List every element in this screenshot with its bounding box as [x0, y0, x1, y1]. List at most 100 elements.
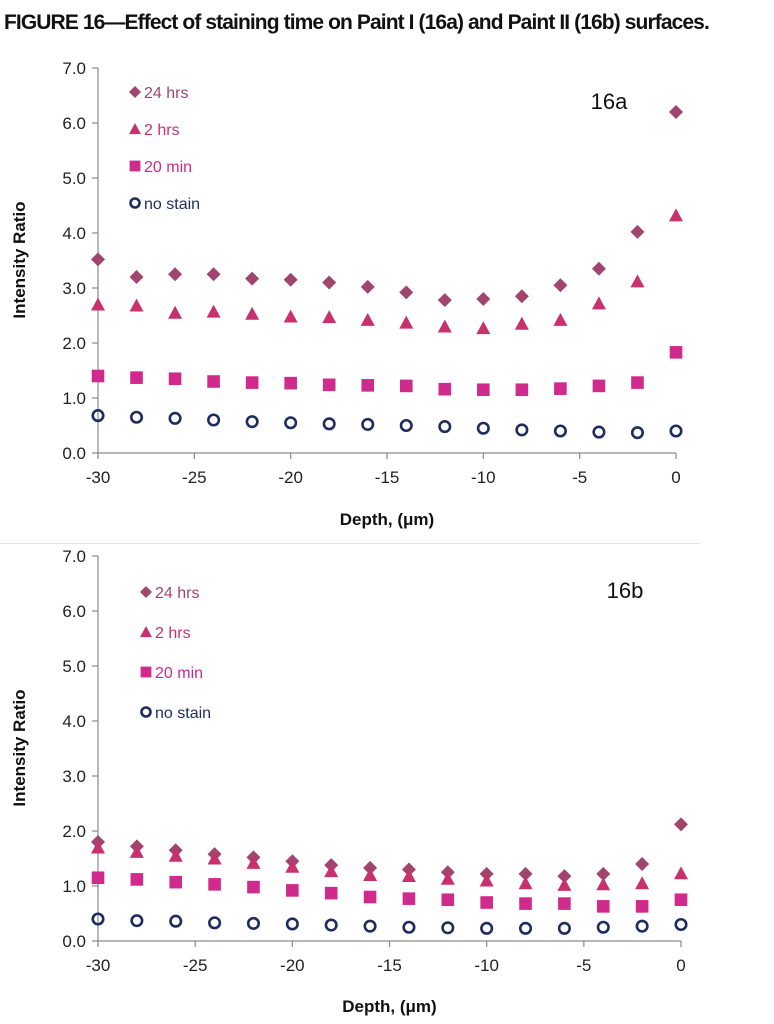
data-point-24-hrs [91, 252, 105, 267]
data-point-no-stain [480, 921, 494, 935]
data-point-20-min [596, 900, 610, 913]
series-20-min [91, 346, 683, 397]
x-tick-label: -20 [280, 956, 305, 975]
data-point-no-stain [207, 413, 221, 427]
data-point-no-stain [438, 420, 452, 434]
data-point-no-stain [361, 417, 375, 431]
data-point-24-hrs [514, 289, 529, 304]
data-point-24-hrs [553, 278, 568, 293]
data-point-2-hrs [324, 864, 339, 878]
data-point-2-hrs [283, 309, 298, 323]
data-point-20-min [477, 383, 490, 397]
data-point-no-stain [399, 418, 413, 433]
data-point-2-hrs [285, 859, 300, 873]
data-point-20-min [91, 369, 105, 383]
legend-label-no-stain: no stain [144, 196, 200, 213]
x-tick-label: -25 [183, 956, 208, 975]
data-point-20-min [592, 379, 606, 393]
data-point-24-hrs [476, 292, 491, 306]
data-point-no-stain [557, 921, 571, 935]
data-point-no-stain [169, 914, 183, 928]
y-tick-label: 2.0 [62, 334, 86, 353]
data-point-2-hrs [514, 316, 529, 330]
panel-divider [0, 543, 700, 544]
data-point-no-stain [208, 916, 222, 930]
data-point-no-stain [285, 917, 299, 931]
data-point-24-hrs [245, 271, 260, 286]
data-point-20-min [519, 897, 532, 910]
x-tick-label: -10 [474, 956, 499, 975]
data-point-20-min [402, 892, 416, 905]
data-point-20-min [247, 880, 260, 894]
data-point-2-hrs [557, 877, 572, 891]
data-point-no-stain [592, 425, 606, 439]
data-point-2-hrs [674, 866, 688, 880]
legend-marker-2-hrs [140, 626, 152, 638]
data-point-2-hrs [206, 304, 221, 318]
data-point-20-min [322, 378, 336, 392]
data-point-24-hrs [129, 270, 144, 284]
data-point-no-stain [284, 416, 298, 430]
data-point-no-stain [630, 426, 645, 440]
panel-label: 16a [591, 89, 628, 114]
y-tick-label: 4.0 [62, 224, 86, 243]
data-point-20-min [635, 900, 649, 913]
data-point-24-hrs [168, 267, 183, 282]
legend-marker-20-min [140, 666, 152, 678]
x-tick-label: 0 [676, 956, 685, 975]
data-point-2-hrs [399, 315, 414, 329]
series-no-stain [91, 912, 688, 935]
panel-label: 16b [607, 578, 644, 603]
series-24-hrs [91, 817, 688, 884]
data-point-2-hrs [476, 321, 491, 335]
y-axis-label: Intensity Ratio [10, 201, 29, 318]
data-point-no-stain [669, 424, 683, 438]
series-2-hrs [91, 840, 688, 891]
y-tick-label: 3.0 [62, 767, 86, 786]
series-20-min [91, 871, 688, 913]
data-point-24-hrs [360, 279, 375, 294]
data-point-no-stain [476, 421, 490, 435]
data-point-no-stain [402, 920, 416, 934]
data-point-no-stain [515, 423, 529, 437]
data-point-no-stain [674, 917, 688, 932]
data-point-no-stain [245, 415, 259, 429]
legend: 24 hrs 2 hrs 20 min no stain [129, 85, 200, 213]
data-point-no-stain [130, 914, 144, 928]
data-point-2-hrs [360, 312, 375, 326]
data-point-2-hrs [91, 840, 105, 854]
data-point-20-min [515, 383, 529, 397]
data-point-2-hrs [553, 312, 568, 326]
data-point-no-stain [553, 424, 567, 438]
data-point-20-min [91, 871, 105, 885]
data-point-24-hrs [630, 224, 645, 239]
legend-label-20-min: 20 min [155, 665, 203, 682]
data-point-no-stain [441, 921, 455, 935]
data-point-no-stain [168, 411, 182, 425]
x-tick-label: -15 [375, 468, 400, 487]
y-tick-label: 3.0 [62, 279, 86, 298]
data-point-24-hrs [557, 869, 572, 884]
data-point-2-hrs [669, 208, 683, 222]
y-tick-label: 0.0 [62, 932, 86, 951]
data-point-2-hrs [129, 844, 144, 858]
x-tick-label: -10 [471, 468, 496, 487]
data-point-20-min [361, 379, 375, 392]
data-point-24-hrs [635, 857, 650, 871]
data-point-no-stain [91, 409, 105, 423]
data-point-20-min [208, 878, 221, 891]
data-point-no-stain [246, 916, 261, 930]
data-point-20-min [669, 346, 683, 359]
data-point-2-hrs [479, 873, 494, 887]
legend-label-24-hrs: 24 hrs [144, 85, 188, 102]
data-point-20-min [631, 376, 644, 389]
data-point-no-stain [129, 410, 144, 424]
data-point-2-hrs [168, 305, 183, 319]
legend-label-20-min: 20 min [144, 159, 192, 176]
data-point-24-hrs [363, 860, 378, 875]
series-24-hrs [91, 105, 683, 308]
data-point-2-hrs [91, 297, 105, 311]
data-point-no-stain [91, 912, 105, 926]
data-point-20-min [286, 884, 299, 897]
